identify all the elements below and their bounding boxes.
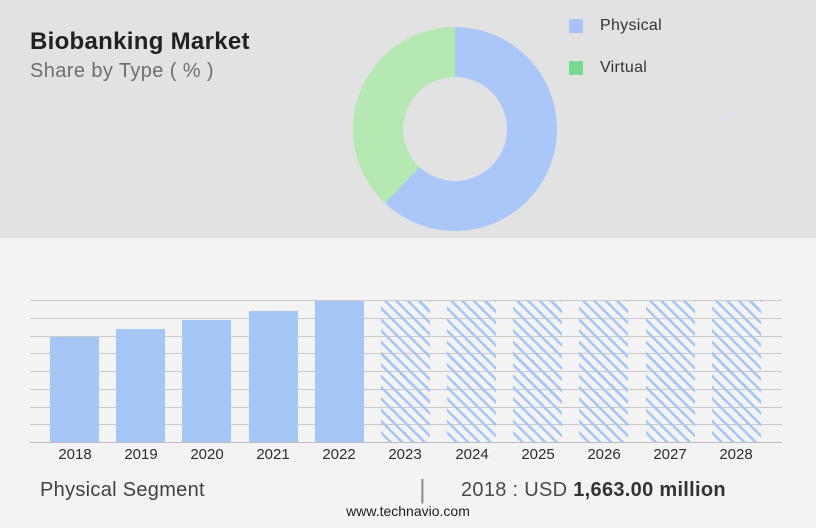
x-tick-label-2024: 2024 [455, 446, 489, 463]
x-axis-baseline [30, 442, 782, 443]
x-tick-label-2021: 2021 [256, 446, 290, 463]
x-tick-label-2028: 2028 [719, 446, 753, 463]
bar-2022 [315, 301, 364, 442]
bar-chart-band: 2018 2019 2020 2021 2022 2023 2024 2025 2026 2027… [0, 238, 816, 528]
page-subtitle: Share by Type ( % ) [30, 60, 214, 82]
donut-chart [353, 27, 557, 231]
forecast-bar-2027 [646, 301, 695, 442]
x-tick-label-2023: 2023 [388, 446, 422, 463]
legend-item-virtual: Virtual [569, 58, 662, 76]
physical-swatch-icon [569, 18, 583, 33]
x-tick-label-2020: 2020 [190, 446, 224, 463]
x-tick-label-2022: 2022 [322, 446, 356, 463]
x-tick-label-2026: 2026 [587, 446, 621, 463]
caption-divider: | [419, 474, 426, 504]
legend-label-physical: Physical [600, 16, 662, 34]
x-tick-label-2018: 2018 [58, 446, 92, 463]
header-band: Biobanking Market Share by Type ( % ) Ph… [0, 0, 816, 238]
forecast-bar-2025 [513, 301, 562, 442]
forecast-bar-2024 [447, 301, 496, 442]
bar-plot [30, 300, 782, 443]
legend-item-physical: Physical [569, 16, 662, 34]
page-title: Biobanking Market [30, 28, 250, 55]
x-tick-label-2027: 2027 [653, 446, 687, 463]
segment-value-bold: 1,663.00 million [573, 479, 726, 501]
gridline [30, 300, 782, 301]
bar-2020 [182, 320, 231, 442]
donut-hole [403, 77, 507, 181]
x-axis-labels: 2018 2019 2020 2021 2022 2023 2024 2025 2026 2027… [30, 446, 782, 466]
bar-2018 [50, 337, 99, 442]
bar-2021 [249, 311, 298, 442]
legend: Physical Virtual [569, 16, 662, 102]
segment-value: 2018 : USD 1,663.00 million [461, 479, 726, 502]
x-tick-label-2025: 2025 [521, 446, 555, 463]
x-tick-label-2019: 2019 [124, 446, 158, 463]
virtual-swatch-icon [569, 60, 583, 75]
legend-label-virtual: Virtual [600, 58, 648, 76]
decorative-dot [728, 111, 735, 117]
segment-value-prefix: 2018 : USD [461, 479, 574, 501]
segment-label: Physical Segment [40, 479, 205, 501]
forecast-bar-2023 [381, 301, 430, 442]
forecast-bar-2028 [712, 301, 761, 442]
website-text: www.technavio.com [346, 503, 470, 519]
forecast-bar-2026 [579, 301, 628, 442]
bar-2019 [116, 329, 165, 442]
